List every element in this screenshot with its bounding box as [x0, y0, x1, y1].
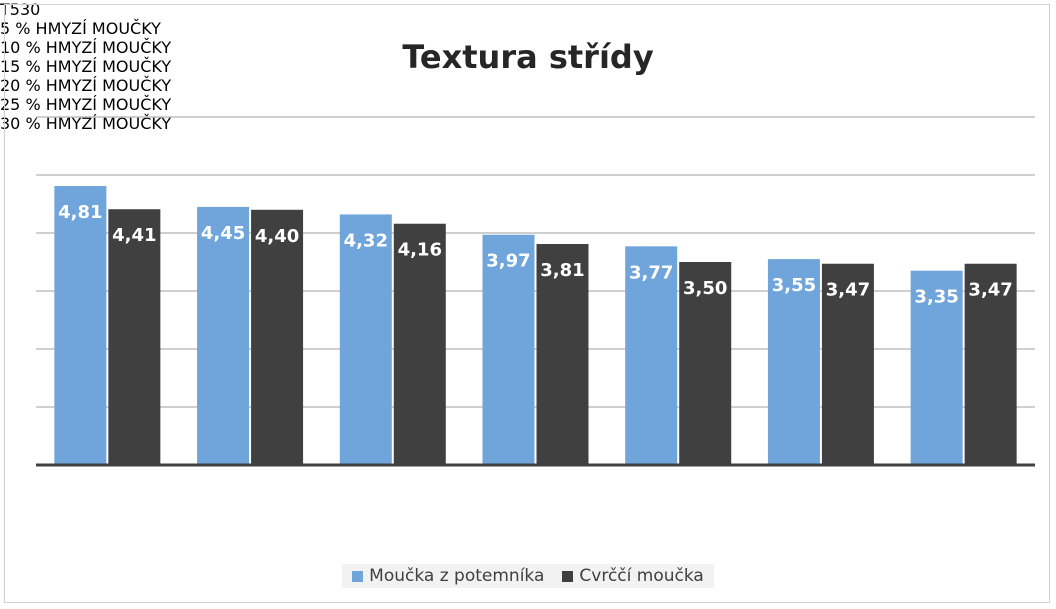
value-label: 3,50 [683, 278, 727, 299]
bar [339, 214, 392, 465]
x-tick-label: 30 % HMYZÍ MOUČKY [0, 114, 172, 133]
value-label: 4,81 [58, 202, 102, 223]
chart-frame [4, 4, 1050, 603]
legend: Moučka z potemníka Cvrččí moučka [0, 564, 1056, 588]
bar [197, 206, 250, 465]
legend-swatch [562, 570, 574, 582]
x-tick-label: 25 % HMYZÍ MOUČKY [0, 95, 172, 114]
value-label: 4,41 [112, 225, 156, 246]
value-label: 3,77 [629, 262, 673, 283]
value-label: 4,32 [344, 230, 388, 251]
legend-item: Cvrččí moučka [562, 566, 704, 586]
bar [964, 263, 1017, 465]
bar [251, 209, 304, 465]
bar [108, 209, 161, 465]
chart-title: Textura střídy [402, 38, 654, 76]
x-tick-label: 10 % HMYZÍ MOUČKY [0, 38, 172, 57]
legend-swatch [352, 570, 364, 582]
bar [393, 223, 446, 465]
value-label: 3,47 [826, 280, 870, 301]
bar [54, 186, 107, 465]
value-label: 3,97 [486, 251, 530, 272]
value-label: 3,81 [540, 260, 584, 281]
bar [821, 263, 874, 465]
legend-label: Moučka z potemníka [369, 566, 545, 586]
legend-item: Moučka z potemníka [352, 566, 544, 586]
value-label: 3,35 [914, 287, 958, 308]
bar [679, 262, 732, 465]
x-tick-label: 5 % HMYZÍ MOUČKY [0, 19, 161, 38]
x-tick-label: 20 % HMYZÍ MOUČKY [0, 76, 172, 95]
legend-box: Moučka z potemníka Cvrččí moučka [342, 564, 714, 588]
value-label: 4,45 [201, 223, 245, 244]
bar [482, 234, 535, 465]
bar [910, 270, 963, 465]
bar [767, 259, 820, 465]
value-label: 3,55 [772, 275, 816, 296]
bar [536, 244, 589, 465]
x-tick-label: 15 % HMYZÍ MOUČKY [0, 57, 172, 76]
bar [625, 246, 678, 465]
value-label: 4,16 [398, 240, 442, 261]
value-label: 3,47 [968, 280, 1012, 301]
value-label: 4,40 [255, 226, 299, 247]
legend-label: Cvrččí moučka [579, 566, 704, 586]
